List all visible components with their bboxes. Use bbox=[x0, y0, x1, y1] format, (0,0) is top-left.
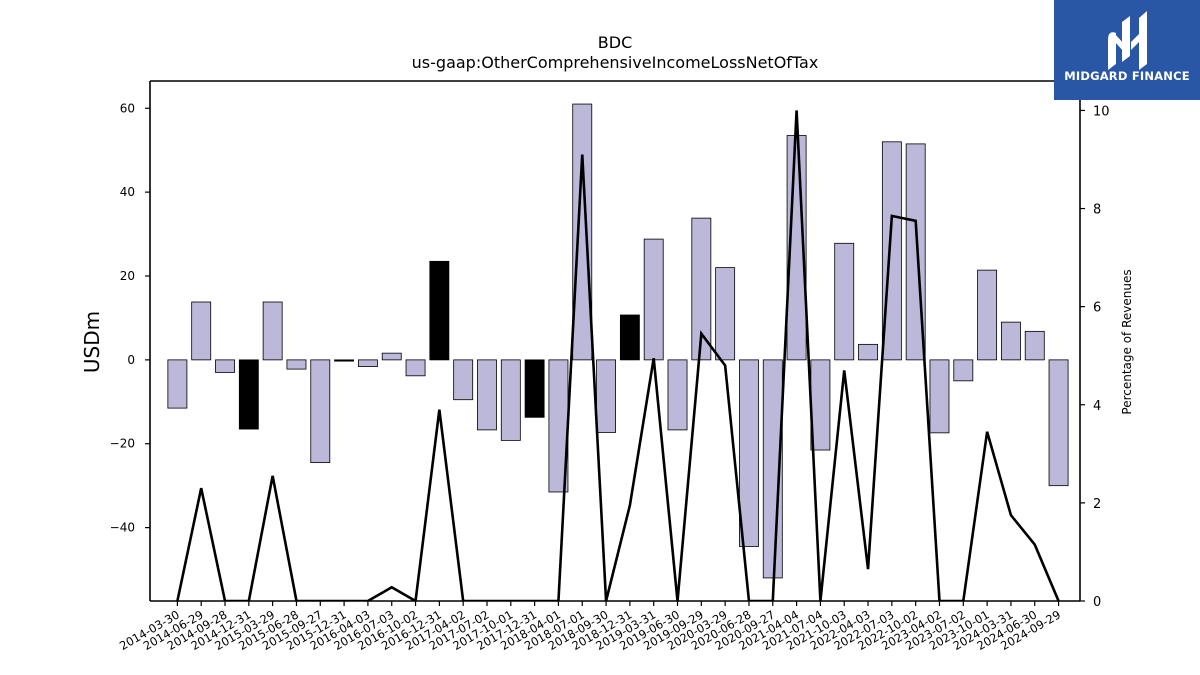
bar-2017-10-01 bbox=[500, 359, 521, 441]
chart-title: BDC bbox=[598, 33, 632, 52]
bar-2019-03-31 bbox=[643, 238, 664, 361]
bar-2022-04-03 bbox=[858, 343, 878, 361]
bar-2014-03-30 bbox=[167, 359, 188, 409]
bar-2021-10-03 bbox=[834, 242, 855, 361]
y2-tick-label: 4 bbox=[1093, 399, 1101, 414]
bar-2019-06-30 bbox=[667, 359, 688, 431]
y-tick-label: −40 bbox=[110, 521, 135, 535]
y2-tick-label: 8 bbox=[1093, 203, 1101, 218]
bar-2024-03-31 bbox=[1001, 321, 1021, 361]
bar-2023-10-01 bbox=[977, 269, 998, 361]
chart-subtitle: us-gaap:OtherComprehensiveIncomeLossNetO… bbox=[412, 53, 819, 72]
bar-2017-04-02 bbox=[453, 359, 474, 401]
bar-2014-06-29 bbox=[191, 301, 212, 361]
bar-2019-09-29 bbox=[691, 217, 712, 361]
revenue-percentage-line bbox=[176, 110, 1060, 601]
y-tick-label: −20 bbox=[110, 437, 135, 451]
bar-2017-07-02 bbox=[477, 359, 497, 431]
bar-2021-07-04 bbox=[810, 359, 831, 451]
y2-tick-label: 10 bbox=[1093, 104, 1110, 119]
line-layer bbox=[176, 110, 1060, 601]
y2-tick-label: 6 bbox=[1093, 301, 1101, 316]
bar-2015-03-29 bbox=[262, 301, 283, 361]
bar-2020-06-28 bbox=[739, 359, 759, 547]
y2-tick-label: 0 bbox=[1093, 595, 1101, 610]
bar-2015-12-31 bbox=[334, 359, 355, 362]
bar-2018-09-30 bbox=[596, 359, 616, 433]
bar-2017-12-31 bbox=[524, 359, 545, 418]
bar-2015-09-27 bbox=[310, 359, 331, 464]
midgard-logo: MIDGARD FINANCE bbox=[1054, 0, 1200, 100]
bar-2014-12-31 bbox=[238, 359, 259, 430]
y-tick-label: 20 bbox=[120, 269, 135, 283]
y-tick-label: 0 bbox=[127, 353, 135, 367]
bar-2018-07-01 bbox=[572, 103, 593, 361]
bar-2023-04-02 bbox=[929, 359, 950, 434]
y2-tick-label: 2 bbox=[1093, 497, 1101, 512]
bar-2016-04-03 bbox=[357, 359, 378, 367]
midgard-m-logo-icon bbox=[1108, 11, 1147, 70]
bar-2015-06-28 bbox=[286, 359, 307, 370]
bar-2024-09-29 bbox=[1048, 359, 1069, 487]
bars-layer bbox=[167, 103, 1069, 579]
y-axis-label: USDm bbox=[80, 311, 104, 373]
bar-2023-07-02 bbox=[953, 359, 974, 382]
bar-2024-06-30 bbox=[1024, 330, 1045, 361]
bar-2016-12-31 bbox=[429, 260, 450, 361]
bar-2016-07-03 bbox=[381, 352, 402, 361]
bar-2014-09-28 bbox=[215, 359, 235, 373]
bar-2018-12-31 bbox=[619, 314, 640, 361]
bar-2020-03-29 bbox=[715, 267, 736, 361]
y2-axis-label: Percentage of Revenues bbox=[1120, 269, 1134, 414]
y-tick-label: 40 bbox=[120, 185, 135, 199]
bar-2016-10-02 bbox=[405, 359, 426, 377]
brand-name: MIDGARD FINANCE bbox=[1064, 69, 1190, 83]
y-tick-label: 60 bbox=[120, 101, 135, 115]
